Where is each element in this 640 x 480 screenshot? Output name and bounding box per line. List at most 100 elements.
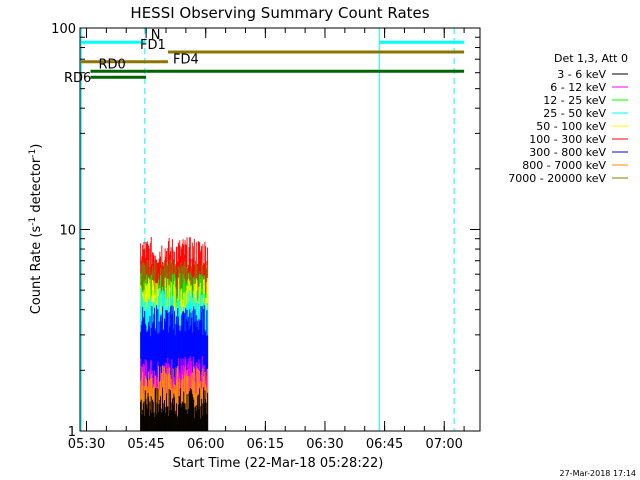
series-7-bar [185,375,187,431]
series-0-bar [150,396,152,431]
series-6-bar [200,305,202,431]
series-0-bar [144,415,146,431]
series-0-bar [199,388,201,431]
chart-title: HESSI Observing Summary Count Rates [130,4,429,22]
series-0-bar [172,404,174,431]
series-7-bar [154,387,156,431]
series-7-bar [175,385,177,431]
series-0-bar [142,403,144,431]
series-0-bar [201,403,203,431]
series-7-bar [158,366,160,431]
series-0-bar [146,408,148,431]
series-0-bar [166,406,168,431]
series-0-bar [167,406,169,431]
series-6-bar [170,314,172,431]
series-0-bar [207,392,209,431]
x-tick-label: 06:15 [247,437,284,452]
series-0-bar [179,397,181,431]
series-6-bar [174,335,176,431]
series-0-bar [177,404,179,431]
series-0-bar [201,398,203,431]
legend-label: 50 - 100 keV [536,120,606,133]
series-6-bar [171,313,173,431]
series-0-bar [193,418,195,431]
series-0-bar [190,389,192,431]
series-0-bar [173,396,175,431]
series-0-bar [147,393,149,431]
series-0-bar [155,387,157,431]
series-0-bar [145,398,147,431]
series-0-bar [149,401,151,431]
series-0-bar [181,403,183,431]
series-0-bar [175,403,177,431]
legend-label: 7000 - 20000 keV [508,172,606,185]
state-label-rd6: RD6 [64,71,91,86]
series-0-bar [148,416,150,431]
series-7-bar [187,376,189,431]
series-0-bar [156,403,158,431]
series-6-bar [146,331,148,431]
series-0-bar [142,410,144,431]
x-axis-label: Start Time (22-Mar-18 05:28:22) [173,456,384,471]
series-7-bar [174,389,176,431]
series-7-bar [198,383,200,431]
y-axis-label-main: Count Rate (s [29,226,44,315]
series-0-bar [159,399,161,431]
series-0-bar [175,410,177,431]
series-0-bar [164,407,166,431]
series-6-bar [148,326,150,431]
series-0-bar [203,387,205,431]
series-7-bar [183,375,185,431]
series-7-bar [144,386,146,431]
series-0-bar [158,411,160,431]
series-7-bar [150,378,152,431]
series-0-bar [143,401,145,431]
footer-date: 27-Mar-2018 17:14 [560,469,637,478]
series-6-bar [153,314,155,431]
state-label-rd0: RD0 [98,57,125,72]
series-6-bar [203,308,205,431]
series-6-bar [142,307,144,431]
series-7-bar [141,366,143,431]
series-7-bar [177,365,179,431]
legend-label: 12 - 25 keV [543,94,606,107]
y-axis-label-exp1: -1 [28,217,38,226]
series-6-bar [152,321,154,431]
series-7-bar [163,365,165,431]
series-0-bar [189,387,191,431]
series-7-bar [164,367,166,431]
x-tick-label: 05:45 [127,437,164,452]
series-7-bar [193,368,195,431]
series-0-bar [204,390,206,431]
series-0-bar [185,410,187,431]
series-0-bar [196,404,198,431]
series-0-bar [205,398,207,431]
series-7-bar [172,368,174,431]
series-0-bar [197,394,199,431]
series-7-bar [184,366,186,431]
series-7-bar [194,381,196,431]
series-0-bar [141,414,143,431]
legend-label: 100 - 300 keV [529,133,606,146]
series-7-bar [196,367,198,431]
series-7-bar [160,372,162,431]
series-7-bar [165,373,167,431]
series-7-bar [167,368,169,431]
series-0-bar [171,398,173,431]
y-axis-label-mid: detector [29,157,44,217]
series-0-bar [167,415,169,431]
y-tick-label: 1 [68,425,76,440]
series-0-bar [183,403,185,431]
series-0-bar [183,391,185,431]
series-0-bar [187,409,189,431]
y-tick-label: 100 [51,22,76,37]
series-0-bar [156,414,158,431]
series-6-bar [156,305,158,431]
series-7-bar [171,388,173,431]
series-0-bar [195,406,197,431]
series-0-bar [174,413,176,431]
series-0-bar [162,403,164,431]
x-tick-label: 06:45 [366,437,403,452]
series-0-bar [188,393,190,431]
series-0 [140,387,209,431]
